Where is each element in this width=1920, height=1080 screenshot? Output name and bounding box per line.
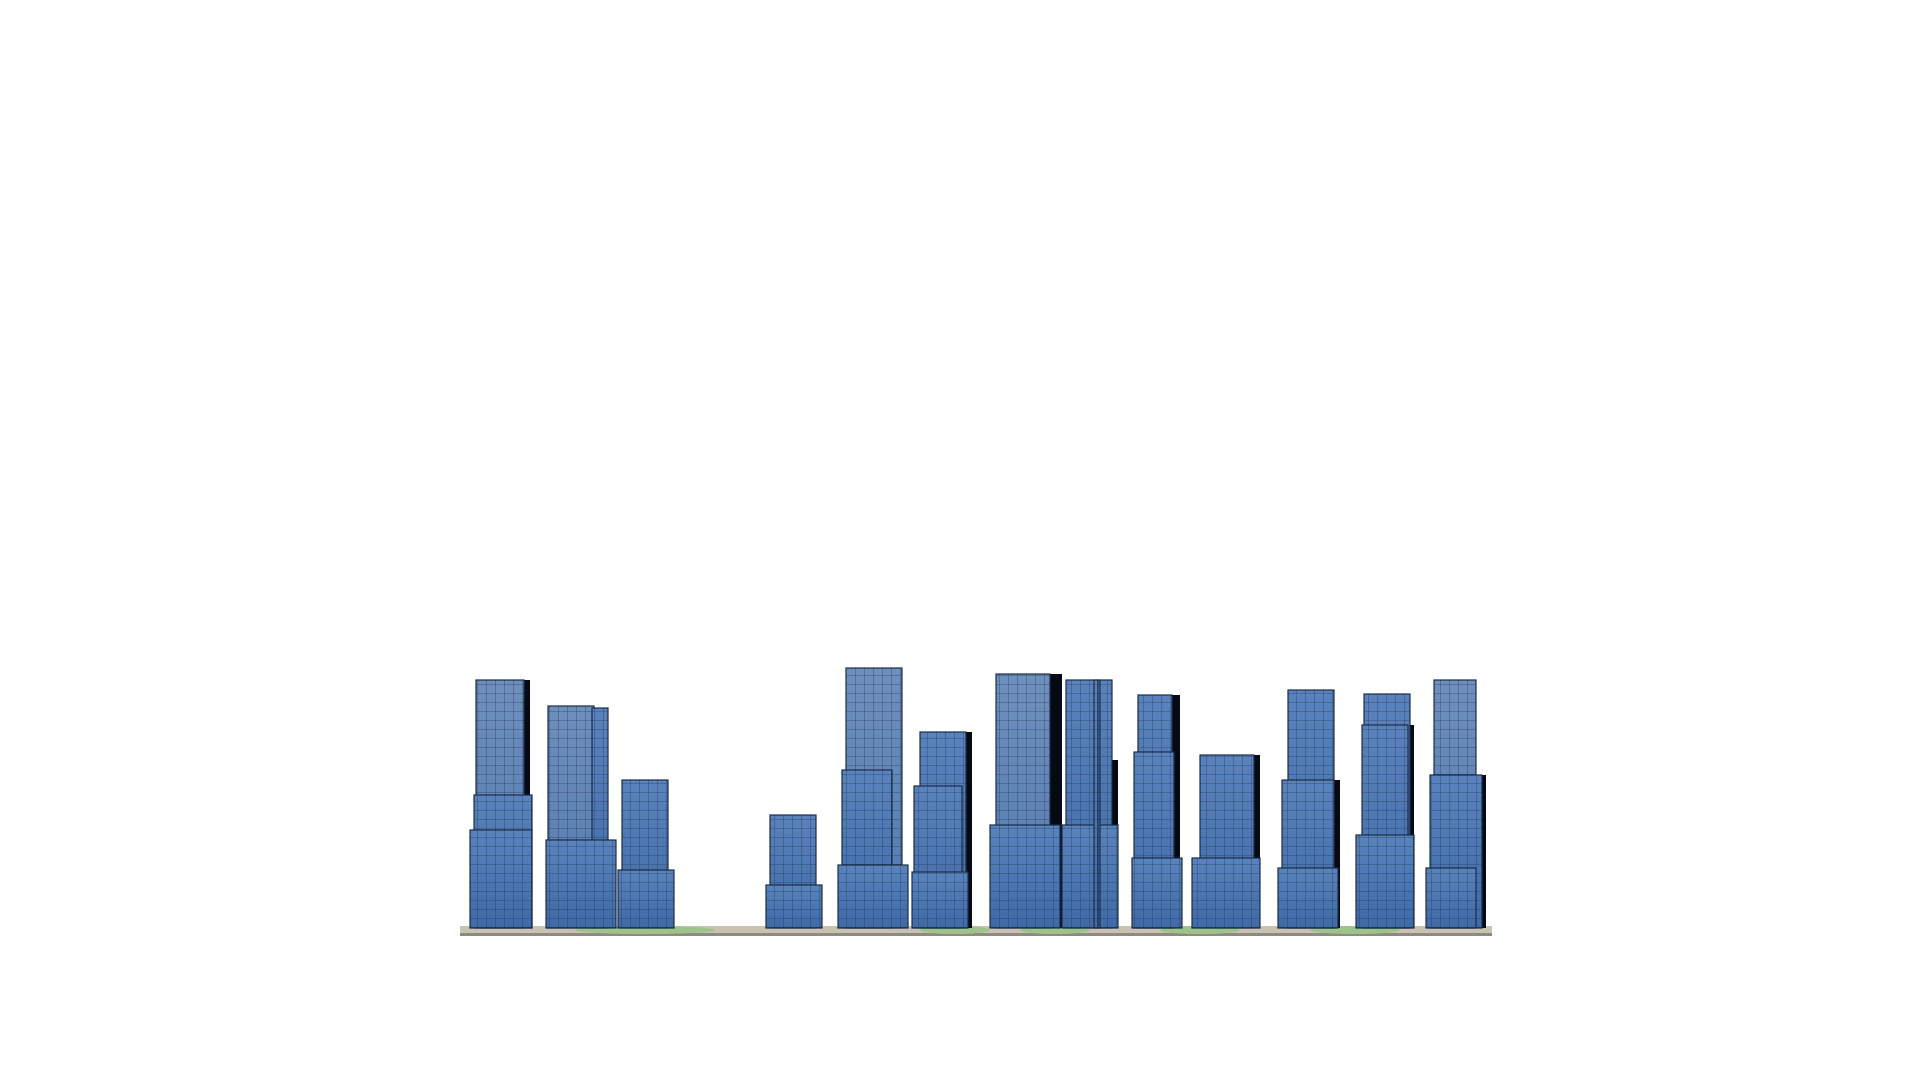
tower-2 [545, 705, 617, 929]
tower-6 [911, 731, 972, 929]
tower-13 [1425, 679, 1486, 929]
tower-7 [989, 673, 1062, 929]
tower-12 [1355, 693, 1415, 929]
tower-9 [1131, 694, 1183, 929]
tower-11 [1277, 689, 1340, 929]
tower-1 [469, 679, 533, 929]
tower-8 [1061, 679, 1119, 929]
tower-10 [1191, 754, 1261, 929]
tower-group [469, 667, 1486, 929]
tower-3 [617, 779, 675, 929]
tower-4 [765, 814, 823, 929]
tower-5 [837, 667, 909, 929]
tower-14 [1093, 679, 1101, 929]
